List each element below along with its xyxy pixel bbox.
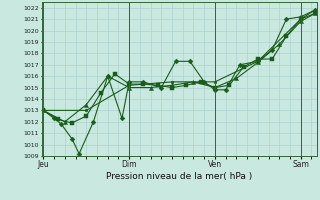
X-axis label: Pression niveau de la mer( hPa ): Pression niveau de la mer( hPa )	[106, 172, 252, 181]
